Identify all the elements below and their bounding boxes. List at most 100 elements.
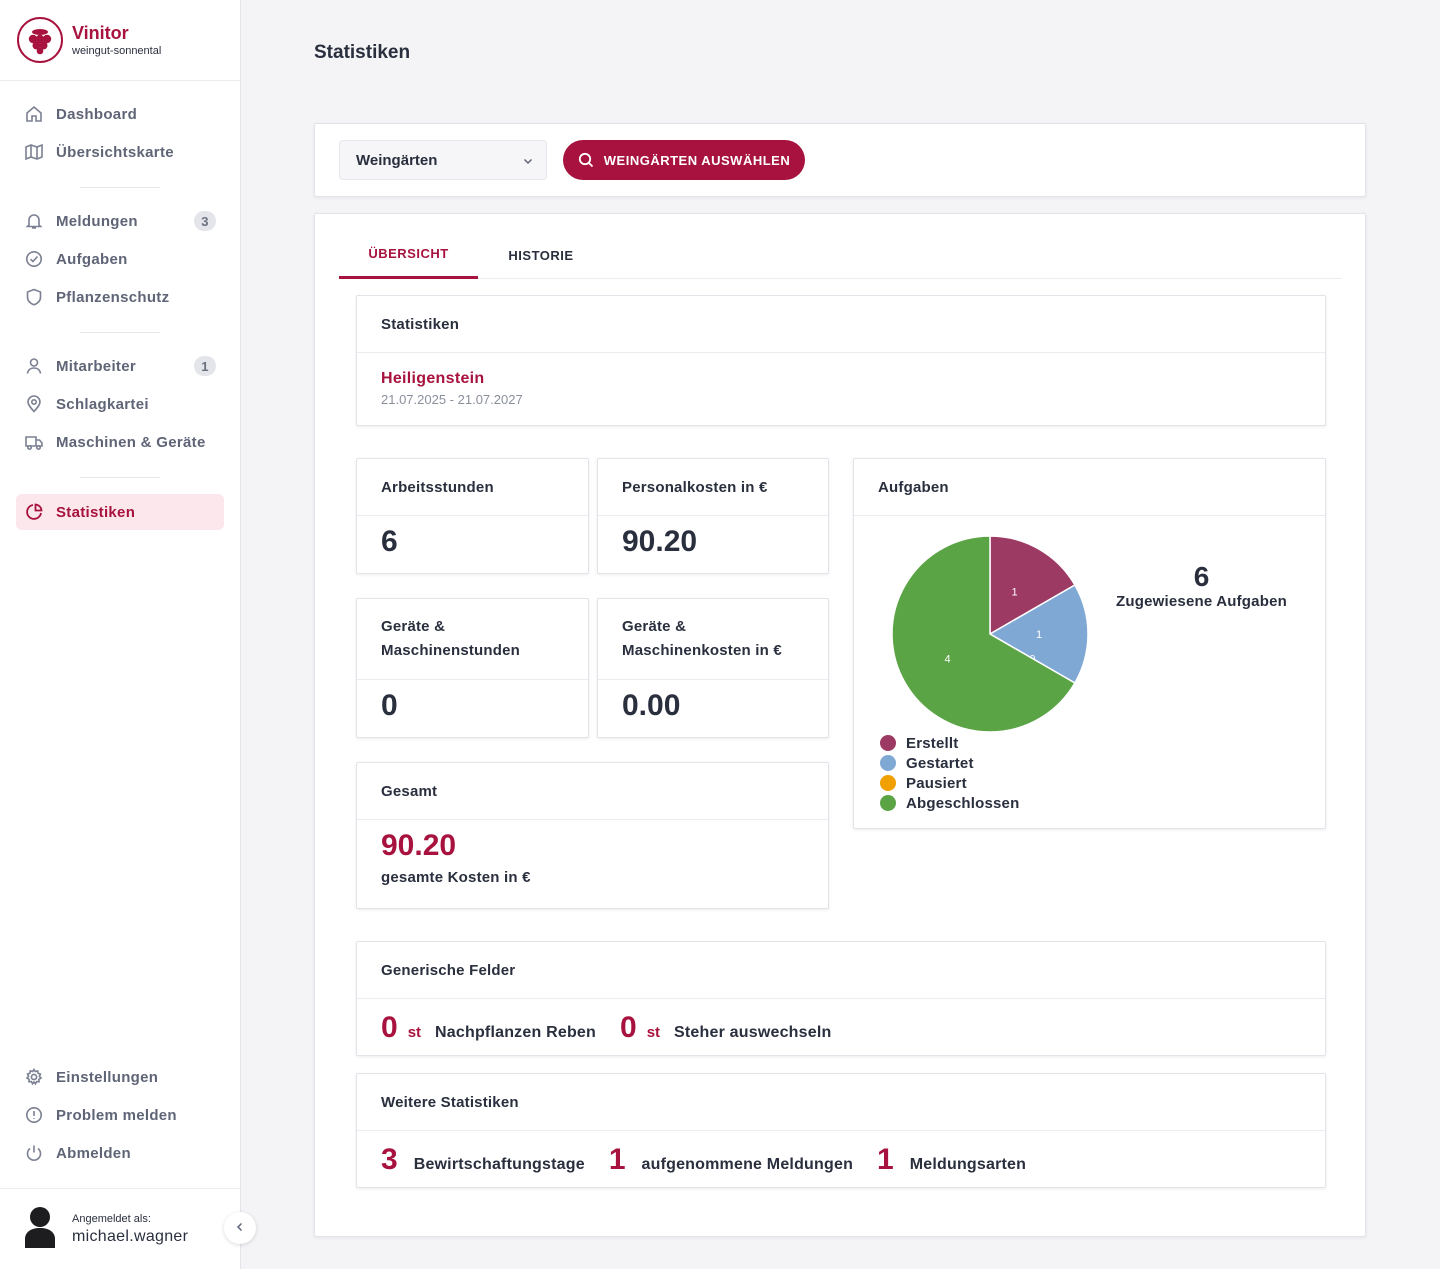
button-label: WEINGÄRTEN AUSWÄHLEN bbox=[603, 152, 791, 168]
legend-item[interactable]: Erstellt bbox=[880, 733, 1019, 753]
personnel-cost-value: 90.20 bbox=[622, 525, 698, 558]
card-title: Geräte & Maschinenkosten in € bbox=[598, 599, 828, 680]
work-hours-card: Arbeitsstunden 6 bbox=[356, 458, 589, 574]
nav-label: Abmelden bbox=[56, 1144, 131, 1162]
stat-label: Bewirtschaftungstage bbox=[413, 1155, 585, 1173]
nav-item-statistics[interactable]: Statistiken bbox=[16, 494, 224, 530]
user-box: Angemeldet als: michael.wagner bbox=[0, 1188, 240, 1269]
nav-label: Dashboard bbox=[56, 105, 138, 123]
legend-label: Pausiert bbox=[906, 774, 967, 792]
card-title: Geräte & Maschinenstunden bbox=[357, 599, 588, 680]
map-icon bbox=[25, 143, 43, 161]
pie-slice-label: 1 bbox=[1036, 629, 1042, 641]
field-value: 0 bbox=[620, 1010, 637, 1044]
legend-item[interactable]: Abgeschlossen bbox=[880, 793, 1019, 813]
user-icon bbox=[25, 357, 43, 375]
nav-item-settings[interactable]: Einstellungen bbox=[16, 1059, 224, 1095]
collapse-sidebar-button[interactable] bbox=[224, 1212, 256, 1244]
machine-hours-card: Geräte & Maschinenstunden 0 bbox=[356, 598, 589, 738]
generic-field-item: 0 st Steher auswechseln bbox=[620, 1011, 831, 1045]
chevron-down-icon bbox=[522, 154, 534, 171]
pie-slice-label: 4 bbox=[945, 654, 951, 666]
pie-slice-gestartet[interactable] bbox=[988, 583, 1089, 685]
tab-history[interactable]: HISTORIE bbox=[508, 247, 574, 263]
panel-title: Generische Felder bbox=[357, 942, 1325, 999]
machine-cost-card: Geräte & Maschinenkosten in € 0.00 bbox=[597, 598, 829, 738]
nav-divider bbox=[80, 332, 160, 333]
gear-icon bbox=[25, 1068, 43, 1086]
stat-label: Meldungsarten bbox=[909, 1155, 1027, 1173]
nav-divider bbox=[80, 187, 160, 188]
nav-item-report-problem[interactable]: Problem melden bbox=[16, 1097, 224, 1133]
field-unit: st bbox=[407, 1023, 422, 1041]
nav-item-plant-protection[interactable]: Pflanzenschutz bbox=[16, 279, 224, 315]
reports-count-badge: 3 bbox=[194, 211, 216, 231]
nav-item-tasks[interactable]: Aufgaben bbox=[16, 241, 224, 277]
machine-hours-value: 0 bbox=[381, 689, 398, 722]
truck-icon bbox=[25, 433, 43, 451]
legend-swatch bbox=[880, 795, 896, 811]
total-card: Gesamt 90.20 gesamte Kosten in € bbox=[356, 762, 829, 909]
further-stats-panel: Weitere Statistiken 3 Bewirtschaftungsta… bbox=[356, 1073, 1326, 1188]
field-label: Steher auswechseln bbox=[674, 1023, 832, 1041]
check-circle-icon bbox=[25, 250, 43, 268]
further-stat-item: 1 aufgenommene Meldungen bbox=[609, 1143, 853, 1177]
nav-item-dashboard[interactable]: Dashboard bbox=[16, 96, 224, 132]
stat-value: 1 bbox=[877, 1142, 894, 1176]
tasks-pie-chart: 1104 bbox=[891, 535, 1089, 733]
personnel-cost-card: Personalkosten in € 90.20 bbox=[597, 458, 829, 574]
nav-item-field-index[interactable]: Schlagkartei bbox=[16, 386, 224, 422]
vineyard-name: Heiligenstein bbox=[381, 370, 485, 387]
pie-slice-label: 1 bbox=[1011, 587, 1017, 599]
legend-swatch bbox=[880, 755, 896, 771]
legend-swatch bbox=[880, 735, 896, 751]
date-range: 21.07.2025 - 21.07.2027 bbox=[381, 392, 523, 407]
card-title: Gesamt bbox=[357, 763, 828, 820]
further-stat-item: 1 Meldungsarten bbox=[877, 1143, 1026, 1177]
search-icon bbox=[578, 152, 594, 168]
nav-label: Aufgaben bbox=[56, 250, 128, 268]
card-title-line2: Maschinenstunden bbox=[381, 642, 521, 659]
legend-label: Erstellt bbox=[906, 734, 959, 752]
panel-title: Weitere Statistiken bbox=[357, 1074, 1325, 1131]
pie-slice-erstellt[interactable] bbox=[989, 535, 1076, 636]
brand[interactable]: Vinitor weingut-sonnental bbox=[0, 0, 240, 81]
pie-chart-icon bbox=[25, 503, 43, 521]
grape-logo-icon bbox=[17, 17, 63, 63]
tab-bar: ÜBERSICHT HISTORIE bbox=[339, 231, 1342, 279]
stat-value: 1 bbox=[608, 1142, 626, 1176]
panel-title: Statistiken bbox=[357, 296, 1325, 353]
nav-item-map[interactable]: Übersichtskarte bbox=[16, 134, 224, 170]
card-title-line2: Maschinenkosten in € bbox=[622, 642, 782, 659]
power-icon bbox=[25, 1144, 43, 1162]
nav-item-logout[interactable]: Abmelden bbox=[16, 1135, 224, 1171]
nav-label: Übersichtskarte bbox=[56, 143, 174, 161]
user-label: Angemeldet als: bbox=[72, 1212, 151, 1225]
tab-overview[interactable]: ÜBERSICHT bbox=[339, 231, 478, 279]
generic-fields-row: 0 st Nachpflanzen Reben 0 st Steher ausw… bbox=[381, 999, 855, 1056]
pie-slice-abgeschlossen[interactable] bbox=[891, 535, 1076, 733]
nav-item-employees[interactable]: Mitarbeiter 1 bbox=[16, 348, 224, 384]
select-vineyards-button[interactable]: WEINGÄRTEN AUSWÄHLEN bbox=[563, 140, 805, 180]
work-hours-value: 6 bbox=[381, 525, 398, 558]
legend-item[interactable]: Gestartet bbox=[880, 753, 1019, 773]
chevron-left-icon bbox=[235, 1219, 245, 1237]
further-stats-row: 3 Bewirtschaftungstage 1 aufgenommene Me… bbox=[381, 1131, 1050, 1188]
field-label: Nachpflanzen Reben bbox=[435, 1023, 596, 1041]
nav-item-machines[interactable]: Maschinen & Geräte bbox=[16, 424, 224, 460]
legend-swatch bbox=[880, 775, 896, 791]
machine-cost-value: 0.00 bbox=[622, 689, 681, 722]
main-card: ÜBERSICHT HISTORIE Statistiken Heiligens… bbox=[314, 213, 1366, 1237]
legend-label: Abgeschlossen bbox=[906, 794, 1020, 812]
nav-item-reports[interactable]: Meldungen 3 bbox=[16, 203, 224, 239]
legend-item[interactable]: Pausiert bbox=[880, 773, 1019, 793]
field-value: 0 bbox=[381, 1010, 398, 1044]
chart-legend: Erstellt Gestartet Pausiert Abgeschlossen bbox=[880, 733, 1019, 813]
vineyard-select[interactable]: Weingärten bbox=[339, 140, 547, 180]
shield-icon bbox=[25, 288, 43, 306]
filter-card: Weingärten WEINGÄRTEN AUSWÄHLEN bbox=[314, 123, 1366, 197]
bell-icon bbox=[25, 212, 43, 230]
generic-field-item: 0 st Nachpflanzen Reben bbox=[381, 1011, 596, 1045]
card-title-line1: Geräte & bbox=[381, 618, 446, 635]
total-value: 90.20 bbox=[381, 829, 457, 862]
